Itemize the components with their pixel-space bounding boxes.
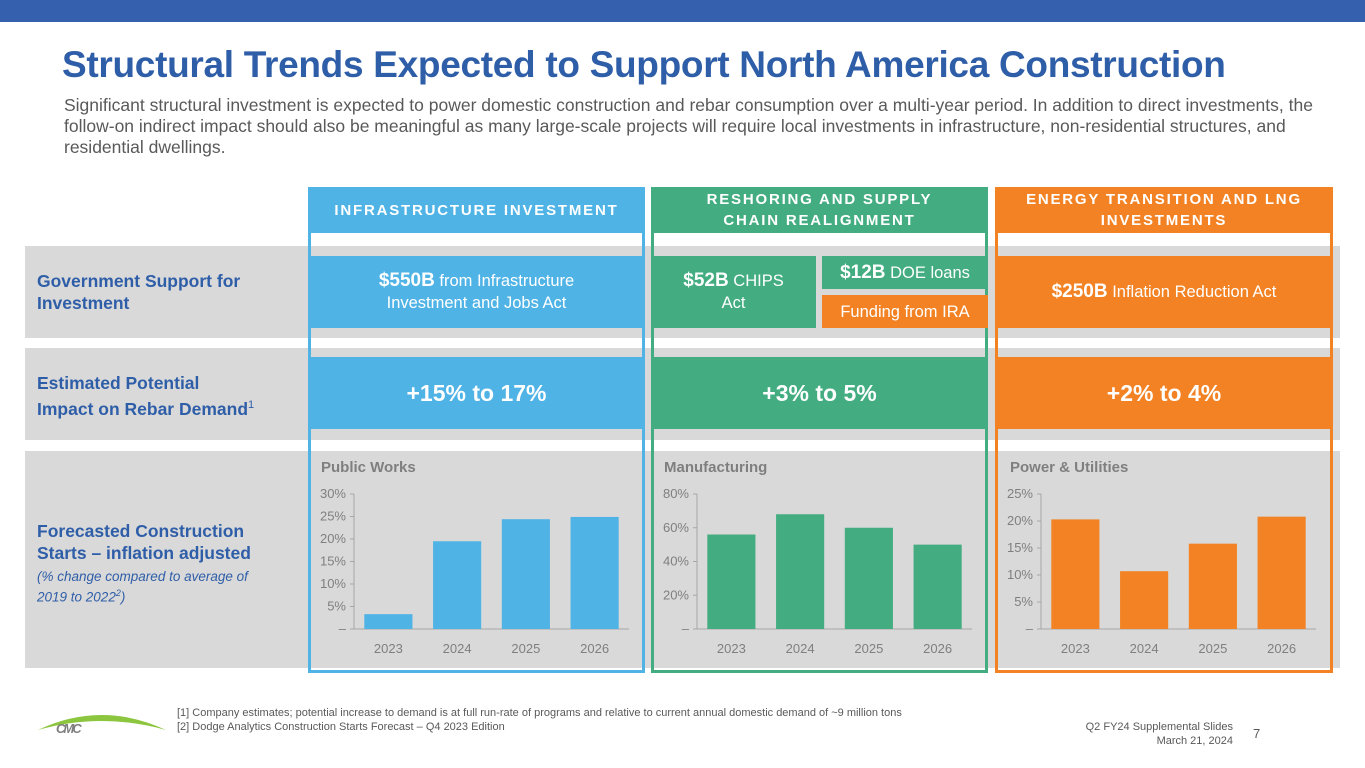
x-tick-label: 2026	[923, 641, 952, 656]
y-tick-label: 5%	[327, 599, 346, 614]
bar-2024	[1120, 571, 1169, 629]
y-tick-label: –	[339, 621, 347, 636]
deck-date: March 21, 2024	[1156, 735, 1233, 747]
y-tick-label: 20%	[320, 531, 346, 546]
bar-2023	[707, 534, 756, 629]
chart-title-public-works: Public Works	[321, 459, 416, 476]
bar-2025	[844, 527, 893, 629]
impact-energy: +2% to 4%	[995, 357, 1333, 429]
x-tick-label: 2025	[511, 641, 540, 656]
x-tick-label: 2026	[580, 641, 609, 656]
gov-doe: $12B DOE loans	[822, 256, 988, 289]
x-tick-label: 2025	[1198, 641, 1227, 656]
y-tick-label: 10%	[320, 576, 346, 591]
chart-title-power-utilities: Power & Utilities	[1010, 459, 1129, 476]
bar-2026	[913, 544, 962, 629]
bar-2025	[501, 519, 550, 629]
chart-manufacturing: – 20% 40% 60% 80% 2023 2024 2025 2026	[663, 486, 972, 656]
y-tick-label: 15%	[1007, 540, 1033, 555]
row-label-impact: Estimated Potential Impact on Rebar Dema…	[37, 373, 255, 419]
x-tick-label: 2024	[443, 641, 472, 656]
bar-2024	[433, 541, 482, 629]
gov-chips: $52B CHIPS Act	[651, 256, 816, 328]
svg-text:CMC: CMC	[56, 721, 82, 736]
y-tick-label: 25%	[320, 509, 346, 524]
x-tick-label: 2023	[374, 641, 403, 656]
footnote-2: [2] Dodge Analytics Construction Starts …	[177, 721, 505, 733]
bar-2023	[364, 614, 413, 629]
y-tick-label: 40%	[663, 554, 689, 569]
chart-power-utilities: – 5% 10% 15% 20% 25% 2023 2024 2025 2026	[1007, 486, 1316, 656]
bar-2025	[1188, 543, 1237, 629]
gov-ira-funding: Funding from IRA	[822, 295, 988, 328]
x-tick-label: 2024	[786, 641, 815, 656]
y-tick-label: 30%	[320, 486, 346, 501]
row-forecast	[25, 451, 1340, 668]
header-infrastructure: INFRASTRUCTURE INVESTMENT	[308, 187, 645, 233]
subtitle: Significant structural investment is exp…	[64, 95, 1313, 157]
x-tick-label: 2024	[1130, 641, 1159, 656]
gov-infrastructure: $550B from Infrastructure Investment and…	[308, 256, 645, 328]
row-label-forecast: Forecasted Construction Starts – inflati…	[37, 521, 251, 563]
impact-reshoring: +3% to 5%	[651, 357, 988, 429]
chart-public-works: – 5% 10% 15% 20% 25% 30% 2023 2024 2025 2026	[320, 486, 629, 656]
x-tick-label: 2026	[1267, 641, 1296, 656]
chart-title-manufacturing: Manufacturing	[664, 459, 768, 476]
y-tick-label: 80%	[663, 486, 689, 501]
y-tick-label: 20%	[1007, 513, 1033, 528]
header-energy: ENERGY TRANSITION AND LNG INVESTMENTS	[995, 187, 1333, 233]
header-reshoring: RESHORING AND SUPPLY CHAIN REALIGNMENT	[651, 187, 988, 233]
y-tick-label: 25%	[1007, 486, 1033, 501]
bar-2026	[570, 516, 619, 629]
y-tick-label: 15%	[320, 554, 346, 569]
gov-energy: $250B Inflation Reduction Act	[995, 256, 1333, 328]
row-label-government: Government Support for Investment	[37, 271, 241, 313]
bar-2023	[1051, 519, 1100, 629]
bar-2026	[1257, 516, 1306, 629]
y-tick-label: 10%	[1007, 567, 1033, 582]
top-bar	[0, 0, 1365, 22]
cmc-logo: CMC	[36, 700, 171, 740]
y-tick-label: –	[1026, 621, 1034, 636]
x-tick-label: 2025	[854, 641, 883, 656]
x-tick-label: 2023	[1061, 641, 1090, 656]
x-tick-label: 2023	[717, 641, 746, 656]
deck-name: Q2 FY24 Supplemental Slides	[1085, 721, 1233, 733]
y-tick-label: –	[682, 621, 690, 636]
page-number: 7	[1253, 726, 1261, 741]
page-title: Structural Trends Expected to Support No…	[62, 44, 1226, 85]
y-tick-label: 5%	[1014, 594, 1033, 609]
bar-2024	[776, 514, 825, 629]
y-tick-label: 60%	[663, 520, 689, 535]
y-tick-label: 20%	[663, 587, 689, 602]
impact-infrastructure: +15% to 17%	[308, 357, 645, 429]
forecast-note: (% change compared to average of 2019 to…	[37, 569, 248, 605]
footnote-1: [1] Company estimates; potential increas…	[177, 707, 902, 719]
